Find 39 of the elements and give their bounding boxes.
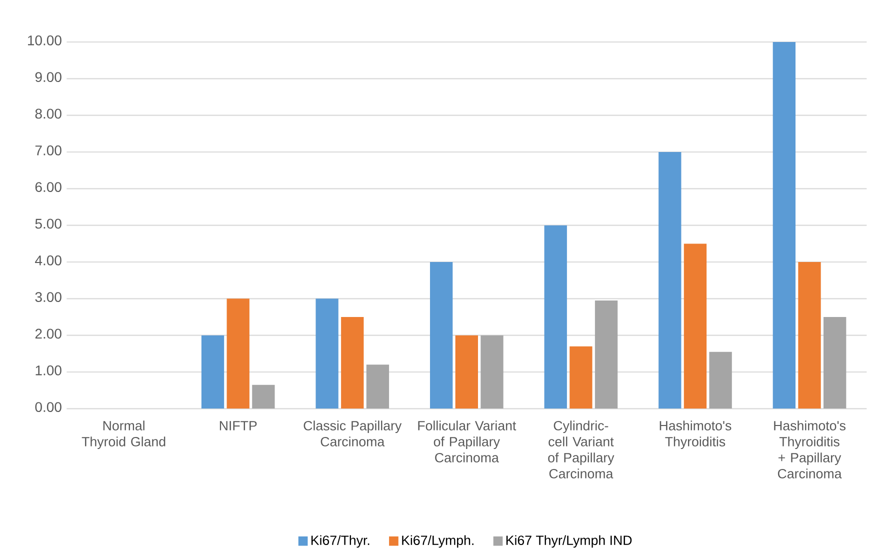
bar [201,335,224,409]
x-tick-label: Classic Papillary Carcinoma [304,420,402,446]
bar [366,364,390,409]
legend-label: Ki67/Lymph. [402,535,474,548]
bar [341,316,364,409]
y-tick-label: 5.00 [35,218,62,229]
bar [226,298,250,409]
bar [252,384,275,409]
x-tick-label: Hashimoto's Thyroiditis + Papillary Carcinoma [774,420,846,478]
y-tick-label: 8.00 [35,108,62,119]
bar [684,244,707,409]
y-tick-label: 2.00 [35,328,62,339]
y-tick-label: 9.00 [35,72,62,82]
x-tick-label: Hashimoto's Thyroiditis [660,420,732,449]
bar [480,335,504,409]
y-tick-label: 4.00 [35,255,62,266]
bar [824,316,846,409]
bar [709,352,732,409]
bar [455,335,478,409]
bar [544,225,567,409]
x-tick-label: Normal Thyroid Gland [82,420,166,449]
legend-label: Ki67 Thyr/Lymph IND [506,535,632,548]
bar [316,298,338,409]
y-tick-label: 3.00 [35,292,62,302]
bar [430,262,453,409]
y-tick-label: 7.00 [35,145,62,156]
y-tick-label: 10.00 [28,35,62,46]
x-tick-label: Cylindric-cell Variant of Papillary Carcinoma [548,420,614,478]
bar [798,262,821,409]
y-tick-label: 1.00 [36,365,62,376]
bar [594,300,618,409]
bar [772,42,796,409]
y-tick-label: 6.00 [35,182,62,192]
y-tick-label: 0.00 [35,402,62,412]
x-tick-label: Follicular Variant of Papillary Carcinoma [418,420,516,462]
x-tick-label: NIFTP [220,420,257,430]
bar [570,346,592,409]
bar [658,152,682,409]
legend-label: Ki67/Thyr. [311,535,370,548]
